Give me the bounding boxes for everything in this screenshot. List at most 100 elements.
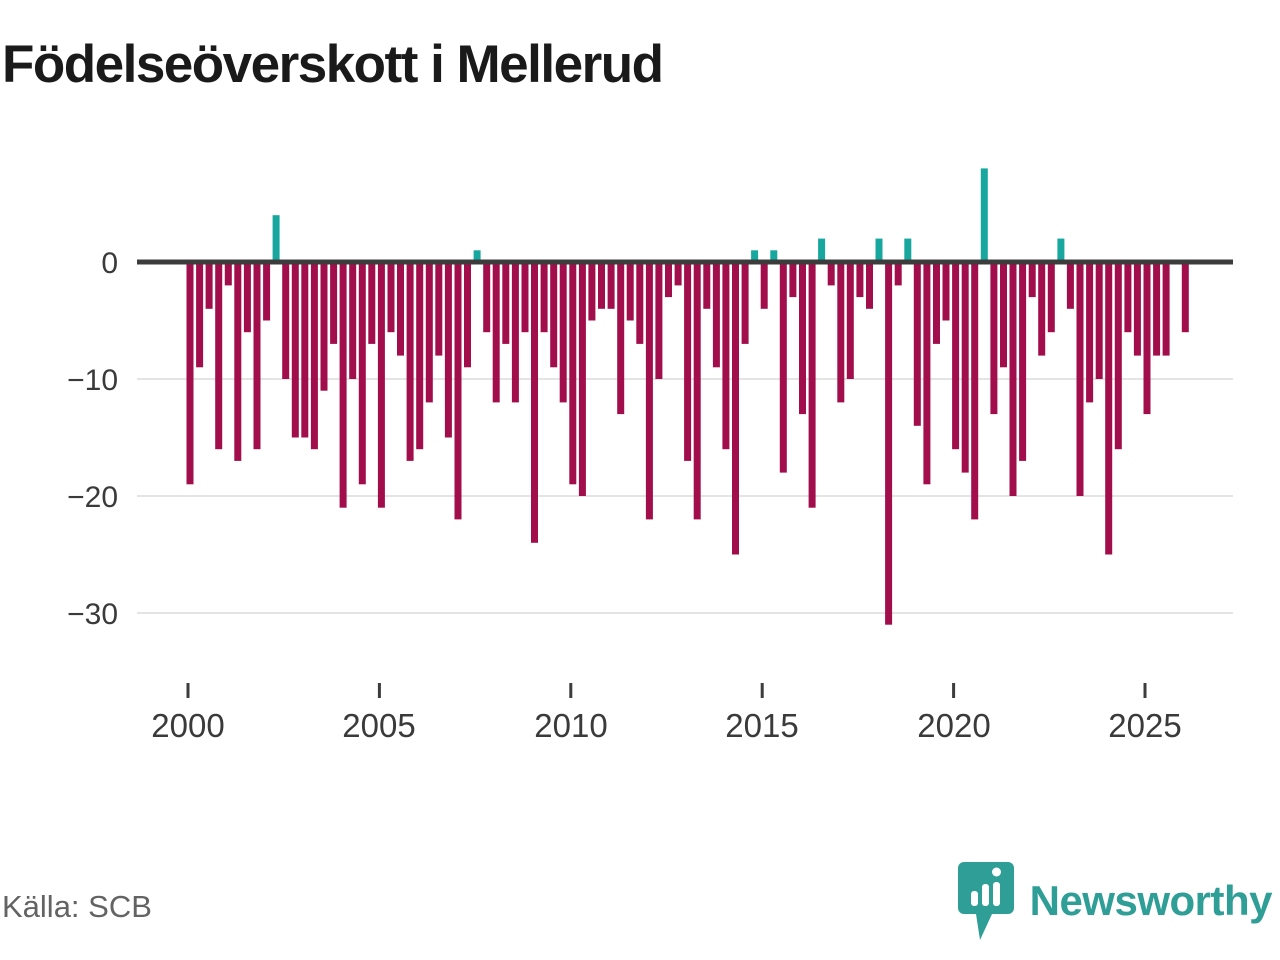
- bar: [933, 262, 940, 344]
- bar: [301, 262, 309, 438]
- source-caption: Källa: SCB: [2, 889, 152, 924]
- bar: [1124, 262, 1132, 333]
- bar: [1038, 262, 1046, 356]
- page-title: Födelseöverskott i Mellerud: [2, 35, 664, 94]
- bar: [1028, 262, 1036, 298]
- brand-logo: Newsworthy: [957, 858, 1273, 944]
- x-tick-mark: [760, 683, 764, 698]
- bar: [559, 262, 567, 403]
- bar: [397, 262, 404, 356]
- bar: [531, 262, 538, 543]
- bar: [502, 262, 510, 344]
- bar: [291, 262, 299, 438]
- x-tick-2025: 2025: [1108, 707, 1181, 744]
- bar: [894, 262, 902, 286]
- bar: [645, 262, 653, 520]
- bar: [1000, 262, 1007, 368]
- bar: [492, 262, 500, 403]
- x-tick-2020: 2020: [917, 707, 990, 744]
- bar: [617, 262, 625, 415]
- x-axis-labels: 2000 2005 2010 2015 2020 2025: [151, 707, 1181, 744]
- bar: [1162, 262, 1170, 356]
- bar: [1057, 238, 1065, 262]
- bar: [846, 262, 854, 379]
- bar: [856, 262, 864, 298]
- newsworthy-icon: [957, 862, 1014, 940]
- y-tick-0: 0: [101, 247, 118, 280]
- bar: [1019, 262, 1027, 461]
- gridline: [137, 495, 1233, 497]
- bar: [1153, 262, 1161, 356]
- bar: [875, 238, 883, 262]
- bar: [837, 262, 845, 403]
- bar: [626, 262, 634, 321]
- bar: [885, 262, 893, 625]
- y-axis-labels: 0 −10 −20 −30: [67, 247, 118, 631]
- bar: [732, 262, 739, 555]
- bar: [1114, 262, 1122, 450]
- zero-axis-line: [137, 259, 1233, 265]
- bar: [368, 262, 376, 344]
- bar: [636, 262, 644, 344]
- bar: [272, 215, 280, 262]
- bar: [961, 262, 969, 473]
- bar: [425, 262, 433, 403]
- bar: [282, 262, 290, 379]
- x-tick-mark: [1143, 683, 1147, 698]
- y-tick-30: −30: [67, 598, 118, 631]
- bar: [942, 262, 950, 321]
- bar: [980, 168, 988, 262]
- bar: [569, 262, 577, 485]
- bar: [1047, 262, 1055, 333]
- bar: [588, 262, 596, 321]
- bar: [693, 262, 701, 520]
- bar: [770, 250, 778, 262]
- bar: [827, 262, 835, 286]
- x-tick-2000: 2000: [151, 707, 224, 744]
- x-tick-mark: [377, 683, 381, 698]
- bar: [406, 262, 414, 461]
- bar-series: [186, 168, 1189, 625]
- bar: [196, 262, 204, 368]
- bar: [990, 262, 998, 415]
- bar: [483, 262, 491, 333]
- bar: [234, 262, 242, 461]
- bar: [253, 262, 261, 450]
- bar: [578, 262, 586, 496]
- gridline: [137, 612, 1233, 614]
- bar: [464, 262, 471, 368]
- x-tick-mark: [186, 683, 190, 698]
- bar: [722, 262, 730, 450]
- bar: [224, 262, 232, 286]
- bar: [511, 262, 519, 403]
- bar: [607, 262, 615, 309]
- bar: [789, 262, 797, 298]
- bar: [904, 238, 912, 262]
- bar: [330, 262, 338, 344]
- bar: [186, 262, 194, 485]
- bar: [712, 262, 720, 368]
- bar: [598, 262, 605, 309]
- bar: [1086, 262, 1094, 403]
- bar: [310, 262, 318, 450]
- bar: [435, 262, 443, 356]
- x-tick-2015: 2015: [725, 707, 798, 744]
- bar: [205, 262, 213, 309]
- bar: [971, 262, 979, 520]
- bar: [1133, 262, 1141, 356]
- bar: [444, 262, 452, 438]
- bar: [923, 262, 931, 485]
- bar: [473, 250, 481, 262]
- bar: [913, 262, 921, 426]
- bar: [263, 262, 271, 321]
- bar: [665, 262, 672, 298]
- bar: [1009, 262, 1017, 496]
- bar: [808, 262, 816, 508]
- bar: [215, 262, 223, 450]
- x-tick-mark: [952, 683, 956, 698]
- bar: [1095, 262, 1103, 379]
- bar: [674, 262, 682, 286]
- bar: [339, 262, 347, 508]
- bar: [454, 262, 462, 520]
- bar: [416, 262, 424, 450]
